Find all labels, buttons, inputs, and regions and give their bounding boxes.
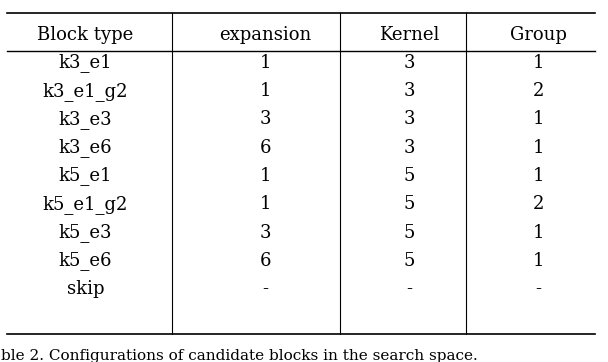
Text: 5: 5 [404, 252, 415, 270]
Text: k3_e1: k3_e1 [58, 53, 112, 72]
Text: 1: 1 [260, 167, 271, 185]
Text: -: - [262, 280, 268, 298]
Text: Kernel: Kernel [379, 26, 440, 45]
Text: -: - [406, 280, 412, 298]
Text: 2: 2 [533, 195, 544, 213]
Text: Group: Group [510, 26, 567, 45]
Text: 1: 1 [260, 82, 271, 100]
Text: 1: 1 [533, 167, 544, 185]
Text: 1: 1 [533, 224, 544, 242]
Text: 1: 1 [533, 110, 544, 129]
Text: 1: 1 [533, 252, 544, 270]
Text: 1: 1 [260, 195, 271, 213]
Text: 3: 3 [404, 139, 415, 157]
Text: k5_e1: k5_e1 [58, 167, 112, 185]
Text: 1: 1 [533, 139, 544, 157]
Text: k3_e6: k3_e6 [58, 138, 112, 157]
Text: 5: 5 [404, 167, 415, 185]
Text: -: - [535, 280, 541, 298]
Text: 5: 5 [404, 195, 415, 213]
Text: k5_e1_g2: k5_e1_g2 [43, 195, 128, 214]
Text: ble 2. Configurations of candidate blocks in the search space.: ble 2. Configurations of candidate block… [1, 349, 478, 362]
Text: 2: 2 [533, 82, 544, 100]
Text: 3: 3 [404, 82, 415, 100]
Text: Block type: Block type [37, 26, 134, 45]
Text: expansion: expansion [219, 26, 311, 45]
Text: k3_e1_g2: k3_e1_g2 [43, 81, 128, 101]
Text: skip: skip [67, 280, 104, 298]
Text: k5_e6: k5_e6 [58, 252, 112, 270]
Text: 1: 1 [533, 54, 544, 72]
Text: k5_e3: k5_e3 [58, 223, 112, 242]
Text: 3: 3 [404, 110, 415, 129]
Text: k3_e3: k3_e3 [58, 110, 112, 129]
Text: 1: 1 [260, 54, 271, 72]
Text: 3: 3 [260, 224, 271, 242]
Text: 3: 3 [260, 110, 271, 129]
Text: 5: 5 [404, 224, 415, 242]
Text: 6: 6 [260, 139, 271, 157]
Text: 3: 3 [404, 54, 415, 72]
Text: 6: 6 [260, 252, 271, 270]
